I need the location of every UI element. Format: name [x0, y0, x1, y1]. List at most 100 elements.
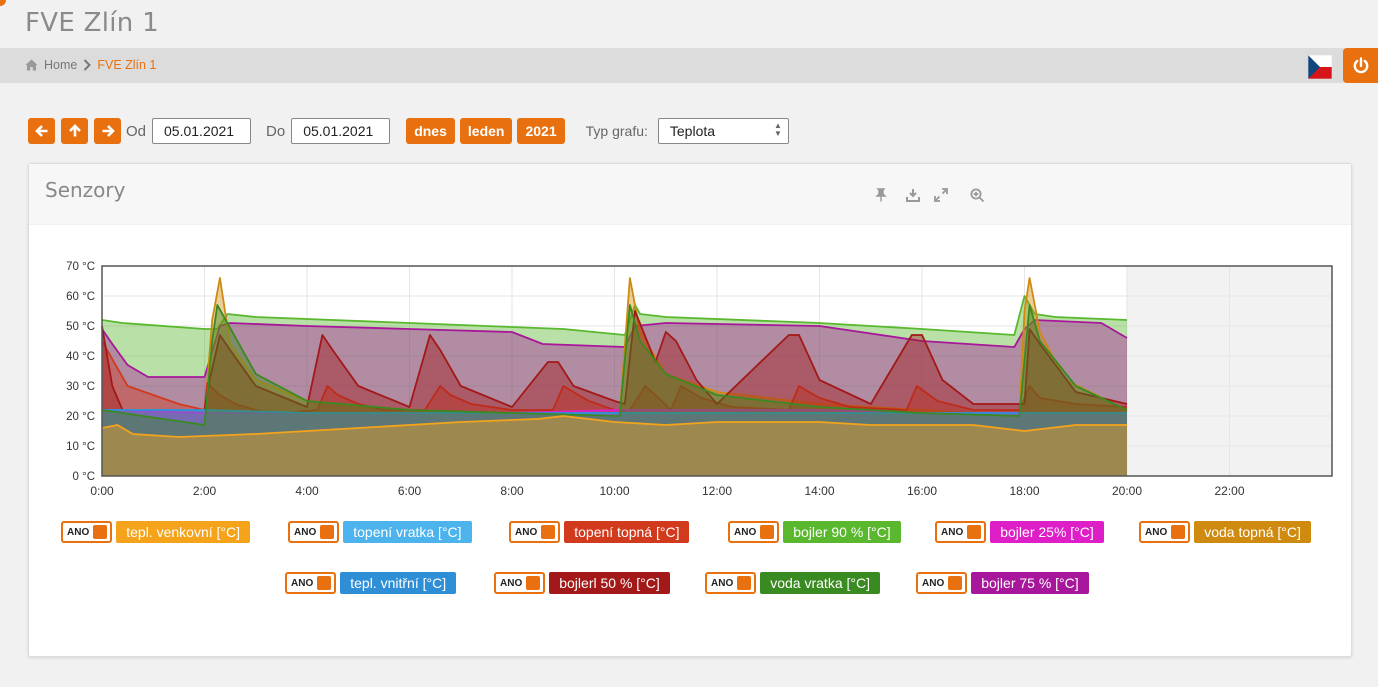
logout-button[interactable]: [1343, 48, 1378, 83]
date-to-input[interactable]: [291, 118, 391, 144]
arrow-up-icon: [68, 124, 81, 137]
legend-series-name: topení vratka [°C]: [343, 521, 472, 543]
series-area-8: [102, 305, 1127, 476]
prev-day-button[interactable]: [28, 118, 55, 144]
breadcrumb-bar: Home FVE Zlín 1: [0, 48, 1378, 83]
today-button[interactable]: dnes: [406, 118, 455, 144]
legend-item: ANO bojler 75 % [°C]: [916, 572, 1089, 594]
legend-series-name: bojlerl 50 % [°C]: [549, 572, 670, 594]
series-visibility-toggle[interactable]: ANO: [1139, 521, 1191, 543]
year-button[interactable]: 2021: [517, 118, 565, 144]
series-area-5: [102, 410, 1127, 476]
series-area-7: [102, 410, 1127, 476]
x-tick-label: 18:00: [1009, 484, 1039, 498]
y-tick-label: 50 °C: [66, 321, 95, 333]
y-tick-label: 40 °C: [66, 351, 95, 363]
chart-type-label: Typ grafu:: [585, 123, 648, 139]
do-label: Do: [266, 122, 286, 140]
legend-item: ANO bojlerl 50 % [°C]: [494, 572, 670, 594]
download-icon: [906, 189, 920, 202]
legend-item: ANO voda topná [°C]: [1139, 521, 1311, 543]
x-tick-label: 16:00: [907, 484, 937, 498]
toggle-label: ANO: [67, 526, 90, 538]
series-visibility-toggle[interactable]: ANO: [509, 521, 561, 543]
series-visibility-toggle[interactable]: ANO: [61, 521, 113, 543]
sensors-panel: Senzory 0 °C 10 °C 20 °C 30 °C 40 °C 50 °C 60 …: [28, 163, 1352, 657]
y-tick-label: 30 °C: [66, 381, 95, 393]
czech-flag-icon[interactable]: [1308, 55, 1332, 79]
legend-series-name: tepl. venkovní [°C]: [116, 521, 250, 543]
legend-series-name: voda topná [°C]: [1194, 521, 1311, 543]
up-button[interactable]: [61, 118, 88, 144]
pin-button[interactable]: [872, 186, 890, 204]
chart-type-value: Teplota: [669, 123, 716, 139]
y-tick-label: 60 °C: [66, 291, 95, 303]
series-area-9: [102, 416, 1127, 476]
legend-item: ANO tepl. vnitřní [°C]: [285, 572, 457, 594]
toggle-knob: [737, 576, 752, 590]
breadcrumb-current: FVE Zlín 1: [97, 58, 157, 72]
legend-item: ANO voda vratka [°C]: [705, 572, 880, 594]
arrow-right-icon: [102, 125, 115, 137]
series-line-4: [101, 310, 1128, 411]
legend-item: ANO topení vratka [°C]: [288, 521, 472, 543]
month-button[interactable]: leden: [459, 118, 513, 144]
legend-item: ANO tepl. venkovní [°C]: [61, 521, 250, 543]
series-area-6: [102, 410, 1127, 476]
page-title: FVE Zlín 1: [25, 8, 159, 38]
legend-item: ANO bojler 90 % [°C]: [728, 521, 901, 543]
date-from-input[interactable]: [152, 118, 252, 144]
temperature-chart[interactable]: 0 °C 10 °C 20 °C 30 °C 40 °C 50 °C 60 °C 70 °C 0…: [29, 254, 1351, 554]
series-line-9: [101, 415, 1127, 438]
series-visibility-toggle[interactable]: ANO: [935, 521, 987, 543]
x-tick-label: 4:00: [295, 484, 319, 498]
breadcrumb: Home FVE Zlín 1: [25, 58, 156, 72]
toggle-knob: [317, 576, 332, 590]
series-visibility-toggle[interactable]: ANO: [285, 572, 337, 594]
toggle-label: ANO: [1145, 526, 1168, 538]
toggle-knob: [948, 576, 963, 590]
toggle-knob: [526, 576, 541, 590]
series-visibility-toggle[interactable]: ANO: [705, 572, 757, 594]
series-area-1: [102, 320, 1127, 476]
series-visibility-toggle[interactable]: ANO: [728, 521, 780, 543]
series-area-3: [102, 341, 1127, 476]
breadcrumb-home-link[interactable]: Home: [44, 58, 78, 72]
next-day-button[interactable]: [94, 118, 121, 144]
top-bar: FVE Zlín 1: [0, 0, 1378, 48]
panel-title: Senzory: [45, 178, 126, 202]
corner-accent: [0, 0, 6, 6]
pin-icon: [875, 188, 887, 202]
series-area-4: [102, 311, 1127, 476]
toggle-knob: [320, 525, 335, 539]
x-tick-label: 12:00: [702, 484, 732, 498]
toggle-knob: [760, 525, 775, 539]
series-line-8: [101, 304, 1128, 426]
download-button[interactable]: [904, 186, 922, 204]
y-tick-label: 20 °C: [66, 411, 95, 423]
series-area-0: [102, 296, 1127, 476]
power-icon: [1353, 56, 1368, 73]
y-tick-label: 70 °C: [66, 261, 95, 273]
fullscreen-button[interactable]: [932, 186, 950, 204]
toggle-label: ANO: [922, 577, 945, 589]
toggle-label: ANO: [500, 577, 523, 589]
toggle-knob: [93, 525, 108, 539]
x-tick-label: 22:00: [1214, 484, 1244, 498]
toggle-label: ANO: [291, 577, 314, 589]
series-visibility-toggle[interactable]: ANO: [494, 572, 546, 594]
legend-series-name: bojler 25% [°C]: [990, 521, 1104, 543]
zoom-button[interactable]: [968, 186, 986, 204]
toggle-knob: [1171, 525, 1186, 539]
chevron-right-icon: [84, 59, 92, 71]
chart-type-select[interactable]: Teplota ▲ ▼: [657, 118, 789, 144]
series-visibility-toggle[interactable]: ANO: [288, 521, 340, 543]
series-visibility-toggle[interactable]: ANO: [916, 572, 968, 594]
plot-border: [101, 265, 1333, 477]
y-tick-label: 10 °C: [66, 441, 95, 453]
toggle-knob: [541, 525, 556, 539]
toggle-label: ANO: [515, 526, 538, 538]
legend-series-name: voda vratka [°C]: [760, 572, 880, 594]
series-line-1: [101, 319, 1128, 378]
toggle-label: ANO: [294, 526, 317, 538]
